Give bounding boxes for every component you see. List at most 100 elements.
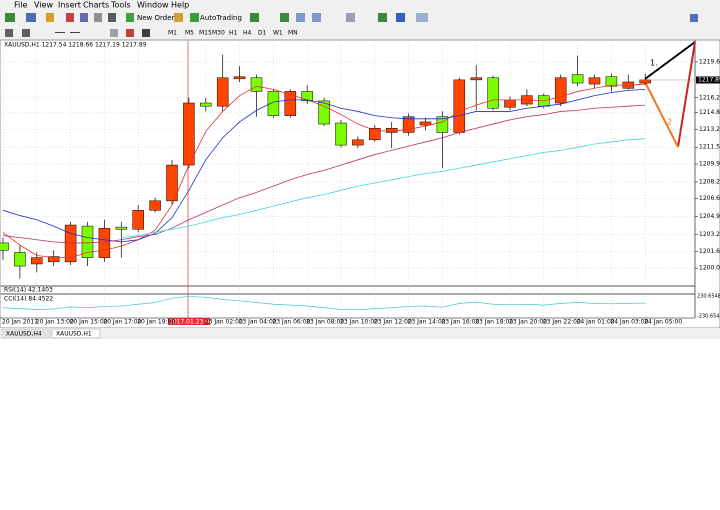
y-tick-label: 1214.80 <box>699 109 720 116</box>
tab[interactable] <box>1 328 51 339</box>
moving-average <box>2 83 646 259</box>
new-order-button[interactable]: New Order <box>137 14 175 22</box>
x-tick-label: 23 Jan 04:00 <box>239 319 277 326</box>
chart-title: XAUUSD,H1 1217.54 1218.66 1217.19 1217.8… <box>4 42 147 49</box>
candle-body <box>166 164 178 202</box>
candle-body <box>31 257 43 265</box>
candle-body <box>419 121 432 126</box>
y-tick-label: 1201.60 <box>699 248 720 255</box>
candle-body <box>233 76 246 80</box>
timeframe-button[interactable]: M5 <box>185 30 194 37</box>
y-tick-label: 1209.90 <box>699 161 720 168</box>
x-tick-label: 20 Jan 19:00 <box>137 319 175 326</box>
toolbar-icons <box>5 13 698 37</box>
candle-body <box>335 122 347 146</box>
candle-body <box>470 77 482 81</box>
candle-body <box>639 79 651 84</box>
x-tick-label: 23 Jan 02:00 <box>205 319 243 326</box>
x-tick-label: 20 Jan 2017 <box>2 319 38 326</box>
x-tick-label: 24 Jan 03:00 <box>610 319 648 326</box>
timeframe-button[interactable]: H4 <box>243 30 252 37</box>
menu-item[interactable]: Help <box>171 1 189 10</box>
candle-body <box>98 227 111 258</box>
timeframe-button[interactable]: H1 <box>229 30 238 37</box>
candle-body <box>402 116 415 133</box>
candle-body <box>571 74 584 84</box>
candle-body <box>284 91 297 116</box>
x-tick-label: 23 Jan 20:00 <box>509 319 547 326</box>
x-tick-label: 24 Jan 05:00 <box>644 319 682 326</box>
timeframe-button[interactable]: D1 <box>258 30 267 37</box>
crosshair-label: 2017.01.23 01:00 <box>169 319 223 326</box>
y-tick-label: 1203.20 <box>699 231 720 238</box>
candle-body <box>504 99 516 108</box>
candle-body <box>267 91 280 116</box>
timeframe-button[interactable]: M1 <box>168 30 177 37</box>
candle-body <box>318 100 330 125</box>
candle-body <box>385 128 398 133</box>
trendline[interactable] <box>644 81 679 148</box>
timeframe-button[interactable]: M30 <box>212 30 225 37</box>
candle-body <box>64 224 77 263</box>
separator <box>0 285 695 287</box>
trendline[interactable] <box>644 41 696 80</box>
candle-body <box>47 256 60 263</box>
timeframe-button[interactable]: W1 <box>273 30 283 37</box>
candle-body <box>132 210 144 230</box>
x-tick-label: 23 Jan 10:00 <box>340 319 378 326</box>
candle-body <box>14 252 26 267</box>
x-tick-label: 23 Jan 16:00 <box>441 319 479 326</box>
candle-body <box>115 226 128 230</box>
candle-body <box>81 225 94 258</box>
x-tick-label: 23 Jan 12:00 <box>374 319 412 326</box>
timeframe-button[interactable]: M15 <box>199 30 212 37</box>
candle-body <box>605 76 618 87</box>
chart-window <box>0 39 720 329</box>
moving-average <box>121 138 646 239</box>
candle-body <box>369 128 381 141</box>
menu-item[interactable]: File <box>14 1 27 10</box>
cci-tick-label: -230.6548 <box>697 314 720 320</box>
x-tick-label: 23 Jan 06:00 <box>272 319 310 326</box>
moving-average <box>2 88 646 243</box>
menu-item[interactable]: Tools <box>110 1 131 10</box>
toolbar-area <box>0 0 720 40</box>
y-tick-label: 1204.90 <box>699 213 720 220</box>
candle-body <box>352 139 364 146</box>
crosshair-label-box <box>168 318 210 325</box>
current-price-box <box>696 76 720 84</box>
candle-body <box>436 116 449 133</box>
y-tick-label: 1211.50 <box>699 144 720 151</box>
x-tick-label: 23 Jan 18:00 <box>475 319 513 326</box>
candle-body <box>588 77 601 85</box>
x-tick-label: 24 Jan 01:00 <box>577 319 615 326</box>
separator <box>0 293 695 295</box>
tab[interactable] <box>51 328 101 339</box>
candle-body <box>200 102 212 107</box>
x-tick-label: 23 Jan 08:00 <box>306 319 344 326</box>
menu-item[interactable]: View <box>34 1 53 10</box>
annotation: 1. <box>650 59 658 68</box>
y-tick-label: 1219.60 <box>699 58 720 65</box>
indicator-label: CCI(14) 84.4522 <box>4 296 53 303</box>
timeframe-button[interactable]: MN <box>288 30 298 37</box>
tab-bar <box>0 328 720 339</box>
y-tick-label: 1216.20 <box>699 94 720 101</box>
candle-body <box>301 91 313 102</box>
candle-body <box>250 77 263 92</box>
annotation: 2 <box>667 118 672 127</box>
candle-body <box>183 102 195 166</box>
y-tick-label: 1213.20 <box>699 126 720 133</box>
current-price-label: 1217.89 <box>698 76 720 83</box>
tab-label[interactable]: XAUUSD,H4 <box>6 331 42 338</box>
menu-item[interactable]: Window <box>137 1 169 10</box>
menu-item[interactable]: Insert <box>58 1 81 10</box>
menu-item[interactable]: Charts <box>83 1 109 10</box>
candle-body <box>554 77 567 104</box>
trendline[interactable] <box>677 41 696 148</box>
indicator-label: RSI(14) 42.1403 <box>4 287 53 294</box>
tab-label[interactable]: XAUUSD,H1 <box>56 331 92 338</box>
candle-body <box>216 77 229 107</box>
autotrading-button[interactable]: AutoTrading <box>200 14 242 22</box>
